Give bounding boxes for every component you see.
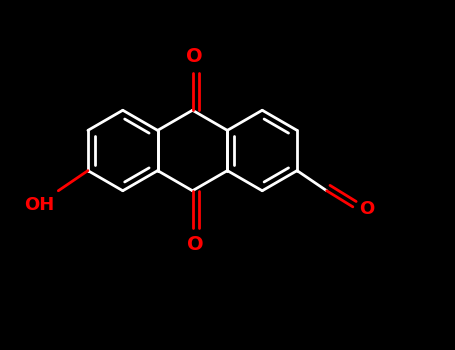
Text: O: O — [187, 236, 204, 254]
Text: O: O — [186, 47, 202, 65]
Text: O: O — [359, 199, 374, 218]
Text: OH: OH — [25, 196, 55, 214]
